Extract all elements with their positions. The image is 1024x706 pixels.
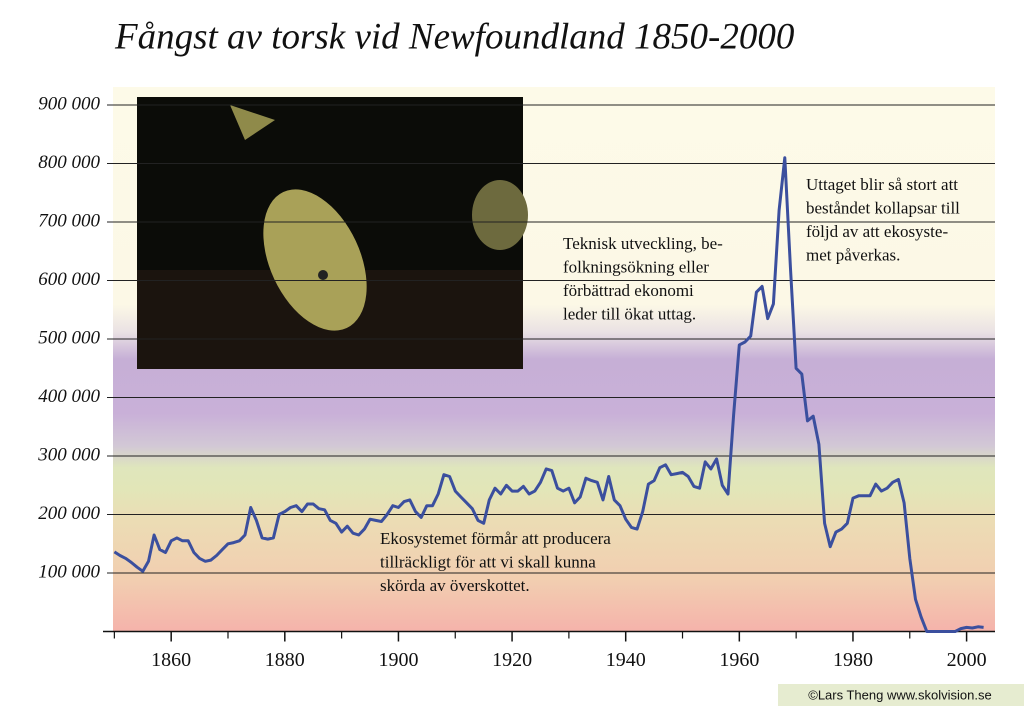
annotation: Ekosystemet förmår att producera <box>380 529 611 548</box>
chart-title: Fångst av torsk vid Newfoundland 1850-20… <box>114 16 795 57</box>
annotation: Teknisk utveckling, be- <box>563 234 723 253</box>
y-tick-label: 600 000 <box>38 269 100 290</box>
x-tick-label: 2000 <box>947 649 987 671</box>
annotation: följd av att ekosyste- <box>806 222 948 241</box>
credit-box <box>778 684 1024 706</box>
x-tick-label: 1920 <box>492 649 532 671</box>
y-tick-label: 300 000 <box>37 444 100 465</box>
y-tick-label: 100 000 <box>38 561 100 582</box>
catch-line <box>113 156 984 633</box>
x-tick-label: 1860 <box>151 649 191 671</box>
x-tick-label: 1940 <box>606 649 646 671</box>
annotation: beståndet kollapsar till <box>806 198 960 217</box>
x-tick-label: 1960 <box>719 649 759 671</box>
y-tick-label: 900 000 <box>38 93 100 114</box>
x-tick-label: 1980 <box>833 649 873 671</box>
annotation: skörda av överskottet. <box>380 576 530 595</box>
annotation: förbättrad ekonomi <box>563 281 694 300</box>
y-tick-label: 800 000 <box>38 152 100 173</box>
annotation: met påverkas. <box>806 245 900 264</box>
annotation: folkningsökning eller <box>563 257 709 276</box>
annotation: tillräckligt för att vi skall kunna <box>380 552 596 571</box>
y-tick-label: 700 000 <box>38 210 100 231</box>
y-tick-label: 200 000 <box>38 503 100 524</box>
y-tick-label: 400 000 <box>38 386 100 407</box>
annotation: Uttaget blir så stort att <box>806 175 958 194</box>
credit: ©Lars Theng www.skolvision.se <box>808 687 991 702</box>
y-tick-label: 500 000 <box>38 327 100 348</box>
cod-photo <box>137 97 528 369</box>
x-tick-label: 1880 <box>265 649 305 671</box>
annotation: leder till ökat uttag. <box>563 304 696 323</box>
x-tick-label: 1900 <box>378 649 418 671</box>
